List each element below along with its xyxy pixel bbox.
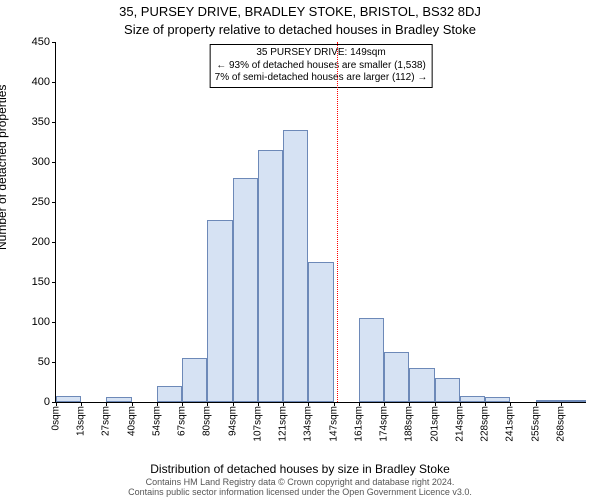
x-tick: 241sqm xyxy=(505,402,516,442)
chart-supertitle: 35, PURSEY DRIVE, BRADLEY STOKE, BRISTOL… xyxy=(0,4,600,19)
y-axis-label: Number of detached properties xyxy=(0,85,9,250)
histogram-bar xyxy=(384,352,409,402)
plot-area: 35 PURSEY DRIVE: 149sqm ← 93% of detache… xyxy=(55,42,586,403)
x-tick: 214sqm xyxy=(454,402,465,442)
y-tick: 300 xyxy=(32,156,56,168)
x-tick: 174sqm xyxy=(379,402,390,442)
histogram-bar xyxy=(308,262,333,402)
chart-title: Size of property relative to detached ho… xyxy=(0,22,600,37)
x-tick: 147sqm xyxy=(328,402,339,442)
x-tick: 268sqm xyxy=(555,402,566,442)
histogram-bar xyxy=(409,368,434,402)
footnote: Contains HM Land Registry data © Crown c… xyxy=(0,478,600,498)
chart-container: 35, PURSEY DRIVE, BRADLEY STOKE, BRISTOL… xyxy=(0,0,600,500)
reference-line xyxy=(337,42,338,402)
histogram-bar xyxy=(359,318,384,402)
x-tick: 80sqm xyxy=(202,402,213,436)
histogram-bar xyxy=(435,378,460,402)
y-tick: 350 xyxy=(32,116,56,128)
x-tick: 228sqm xyxy=(480,402,491,442)
annotation-box: 35 PURSEY DRIVE: 149sqm ← 93% of detache… xyxy=(210,44,433,88)
x-tick: 94sqm xyxy=(227,402,238,436)
y-tick: 250 xyxy=(32,196,56,208)
annotation-line3: 7% of semi-detached houses are larger (1… xyxy=(215,72,428,85)
x-tick: 67sqm xyxy=(177,402,188,436)
x-tick: 134sqm xyxy=(303,402,314,442)
y-tick: 450 xyxy=(32,36,56,48)
histogram-bar xyxy=(157,386,182,402)
x-tick: 188sqm xyxy=(404,402,415,442)
histogram-bar xyxy=(258,150,283,402)
y-tick: 100 xyxy=(32,316,56,328)
x-tick: 13sqm xyxy=(76,402,87,436)
y-tick: 50 xyxy=(38,356,56,368)
x-tick: 107sqm xyxy=(252,402,263,442)
x-tick: 161sqm xyxy=(353,402,364,442)
histogram-bar xyxy=(233,178,258,402)
x-tick: 27sqm xyxy=(101,402,112,436)
footnote-line2: Contains public sector information licen… xyxy=(0,488,600,498)
x-tick: 54sqm xyxy=(151,402,162,436)
x-tick: 255sqm xyxy=(530,402,541,442)
histogram-bar xyxy=(182,358,207,402)
annotation-line1: 35 PURSEY DRIVE: 149sqm xyxy=(215,47,428,60)
x-axis-label: Distribution of detached houses by size … xyxy=(0,462,600,476)
x-tick: 201sqm xyxy=(429,402,440,442)
histogram-bar xyxy=(283,130,308,402)
x-tick: 40sqm xyxy=(126,402,137,436)
annotation-line2: ← 93% of detached houses are smaller (1,… xyxy=(215,60,428,73)
y-tick: 150 xyxy=(32,276,56,288)
histogram-bar xyxy=(207,220,232,402)
y-tick: 400 xyxy=(32,76,56,88)
y-tick: 200 xyxy=(32,236,56,248)
x-tick: 0sqm xyxy=(51,402,62,430)
x-tick: 121sqm xyxy=(278,402,289,442)
